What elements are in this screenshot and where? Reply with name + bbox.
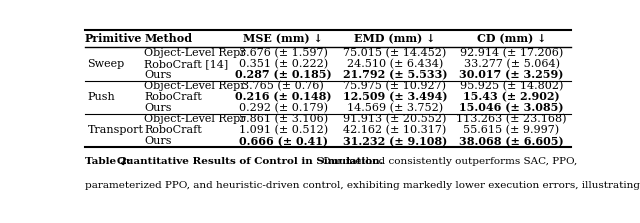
Text: MSE (mm) ↓: MSE (mm) ↓ [243,33,323,44]
Text: Push: Push [88,92,115,102]
Text: Table 2:: Table 2: [85,157,131,166]
Text: 24.510 (± 6.434): 24.510 (± 6.434) [347,59,443,69]
Text: 33.277 (± 5.064): 33.277 (± 5.064) [463,59,559,69]
Text: 38.068 (± 6.605): 38.068 (± 6.605) [460,136,564,147]
Text: 31.232 (± 9.108): 31.232 (± 9.108) [343,136,447,147]
Text: 30.017 (± 3.259): 30.017 (± 3.259) [460,70,564,81]
Text: 92.914 (± 17.206): 92.914 (± 17.206) [460,48,563,58]
Text: Ours: Ours [145,136,172,147]
Text: CD (mm) ↓: CD (mm) ↓ [477,33,547,44]
Text: Our method consistently outperforms SAC, PPO,: Our method consistently outperforms SAC,… [321,157,577,166]
Text: 12.509 (± 3.494): 12.509 (± 3.494) [342,92,447,103]
Text: Quantitative Results of Control in Simulation.: Quantitative Results of Control in Simul… [117,157,383,166]
Text: EMD (mm) ↓: EMD (mm) ↓ [354,33,436,44]
Text: RoboCraft: RoboCraft [145,125,202,135]
Text: 21.792 (± 5.533): 21.792 (± 5.533) [342,70,447,81]
Text: 1.091 (± 0.512): 1.091 (± 0.512) [239,125,328,136]
Text: 55.615 (± 9.997): 55.615 (± 9.997) [463,125,559,136]
Text: 95.925 (± 14.802): 95.925 (± 14.802) [460,81,563,91]
Text: parameterized PPO, and heuristic-driven control, exhibiting markedly lower execu: parameterized PPO, and heuristic-driven … [85,181,640,190]
Text: Object-Level Repr: Object-Level Repr [145,81,246,91]
Text: Transport: Transport [88,125,143,135]
Text: 0.287 (± 0.185): 0.287 (± 0.185) [235,70,332,81]
Text: 0.216 (± 0.148): 0.216 (± 0.148) [235,92,332,103]
Text: 0.351 (± 0.222): 0.351 (± 0.222) [239,59,328,69]
Text: RoboCraft: RoboCraft [145,92,202,102]
Text: Sweep: Sweep [88,59,125,69]
Text: 75.975 (± 10.927): 75.975 (± 10.927) [344,81,447,91]
Text: Object-Level Repr: Object-Level Repr [145,114,246,124]
Text: 3.676 (± 1.597): 3.676 (± 1.597) [239,48,328,58]
Text: 3.765 (± 0.76): 3.765 (± 0.76) [243,81,324,91]
Text: Object-Level Repr: Object-Level Repr [145,48,246,58]
Text: Primitive: Primitive [85,33,142,44]
Text: Method: Method [145,33,193,44]
Text: 75.015 (± 14.452): 75.015 (± 14.452) [343,48,447,58]
Text: 0.292 (± 0.179): 0.292 (± 0.179) [239,103,328,113]
Text: 42.162 (± 10.317): 42.162 (± 10.317) [343,125,447,136]
Text: 5.861 (± 3.106): 5.861 (± 3.106) [239,114,328,124]
Text: 113.263 (± 23.168): 113.263 (± 23.168) [456,114,567,124]
Text: 14.569 (± 3.752): 14.569 (± 3.752) [347,103,443,113]
Text: Ours: Ours [145,70,172,80]
Text: 0.666 (± 0.41): 0.666 (± 0.41) [239,136,328,147]
Text: Ours: Ours [145,103,172,113]
Text: 91.913 (± 20.552): 91.913 (± 20.552) [343,114,447,124]
Text: RoboCraft [14]: RoboCraft [14] [145,59,228,69]
Text: 15.43 (± 2.902): 15.43 (± 2.902) [463,92,560,103]
Text: 15.046 (± 3.085): 15.046 (± 3.085) [460,103,564,114]
